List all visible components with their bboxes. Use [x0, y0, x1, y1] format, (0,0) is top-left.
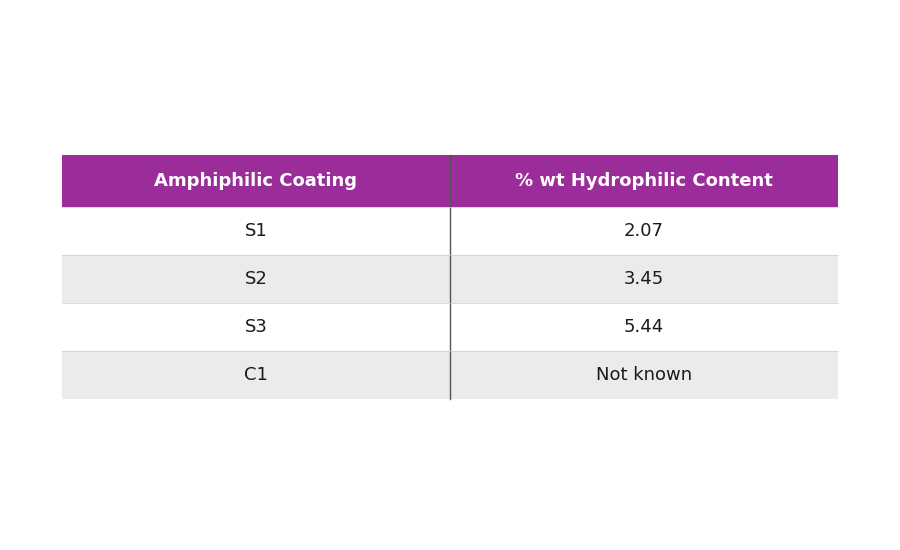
Text: 3.45: 3.45 [624, 270, 664, 288]
Text: % wt Hydrophilic Content: % wt Hydrophilic Content [515, 172, 773, 190]
Text: Amphiphilic Coating: Amphiphilic Coating [155, 172, 357, 190]
Text: S1: S1 [245, 222, 267, 240]
Bar [62, 155, 838, 207]
Text: S2: S2 [245, 270, 267, 288]
Text: 5.44: 5.44 [624, 318, 664, 336]
Text: Not known: Not known [596, 366, 692, 384]
Text: C1: C1 [244, 366, 268, 384]
Text: 2.07: 2.07 [624, 222, 664, 240]
Bar [62, 207, 838, 255]
Text: S3: S3 [245, 318, 267, 336]
Bar [62, 255, 838, 303]
Bar [62, 303, 838, 351]
Bar [62, 351, 838, 399]
